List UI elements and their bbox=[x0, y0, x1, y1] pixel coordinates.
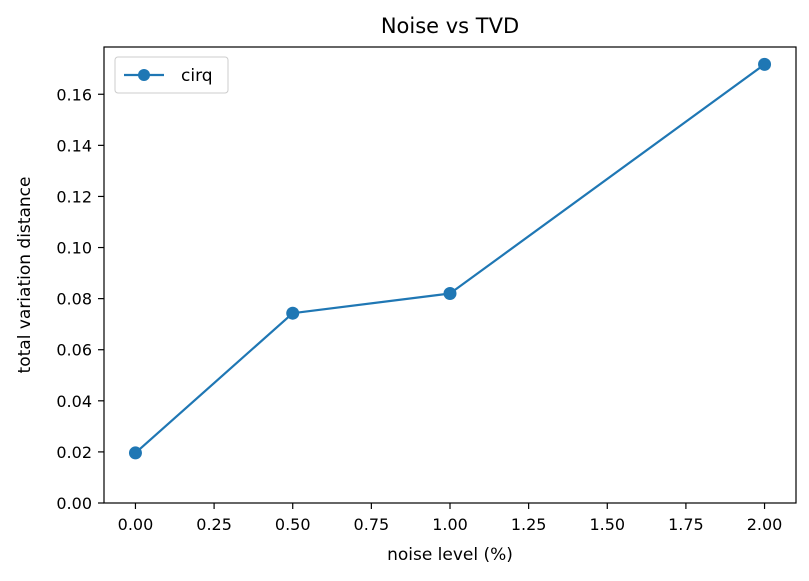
data-point bbox=[758, 57, 772, 71]
y-tick-label: 0.16 bbox=[56, 85, 92, 104]
plot-area bbox=[104, 47, 796, 503]
y-tick-label: 0.12 bbox=[56, 187, 92, 206]
series-layer bbox=[128, 57, 772, 460]
x-tick-label: 0.25 bbox=[196, 515, 232, 534]
x-tick-label: 0.75 bbox=[354, 515, 390, 534]
x-tick-label: 2.00 bbox=[747, 515, 783, 534]
legend-marker-cirq bbox=[138, 69, 150, 81]
series-line-cirq bbox=[134, 63, 766, 454]
y-tick-label: 0.06 bbox=[56, 341, 92, 360]
y-tick-label: 0.04 bbox=[56, 392, 92, 411]
y-axis-label: total variation distance bbox=[15, 177, 35, 374]
x-tick-label: 0.00 bbox=[118, 515, 154, 534]
legend-frame bbox=[114, 56, 229, 94]
y-tick-label: 0.14 bbox=[56, 136, 92, 155]
x-tick-label: 1.25 bbox=[511, 515, 547, 534]
y-axis-ticks: 0.00 0.02 0.04 0.06 0.08 0.10 0.12 0.14 0.16 bbox=[56, 85, 104, 513]
x-tick-label: 0.50 bbox=[275, 515, 311, 534]
y-tick-label: 0.10 bbox=[56, 239, 92, 258]
data-point bbox=[128, 446, 142, 460]
x-tick-label: 1.50 bbox=[589, 515, 625, 534]
axes-frame bbox=[103, 46, 797, 504]
data-point bbox=[443, 287, 457, 301]
legend-label-cirq: cirq bbox=[181, 66, 213, 86]
x-tick-label: 1.75 bbox=[668, 515, 704, 534]
axes-background bbox=[104, 47, 796, 503]
y-tick-label: 0.00 bbox=[56, 494, 92, 513]
y-tick-label: 0.08 bbox=[56, 290, 92, 309]
x-axis-ticks: 0.00 0.25 0.50 0.75 1.00 1.25 1.50 1.75 2.00 bbox=[118, 503, 783, 534]
x-axis-label: noise level (%) bbox=[387, 545, 513, 565]
legend: cirq bbox=[114, 56, 229, 94]
y-tick-label: 0.02 bbox=[56, 443, 92, 462]
x-tick-label: 1.00 bbox=[432, 515, 468, 534]
chart-title: Noise vs TVD bbox=[381, 14, 519, 38]
data-point bbox=[286, 306, 300, 320]
